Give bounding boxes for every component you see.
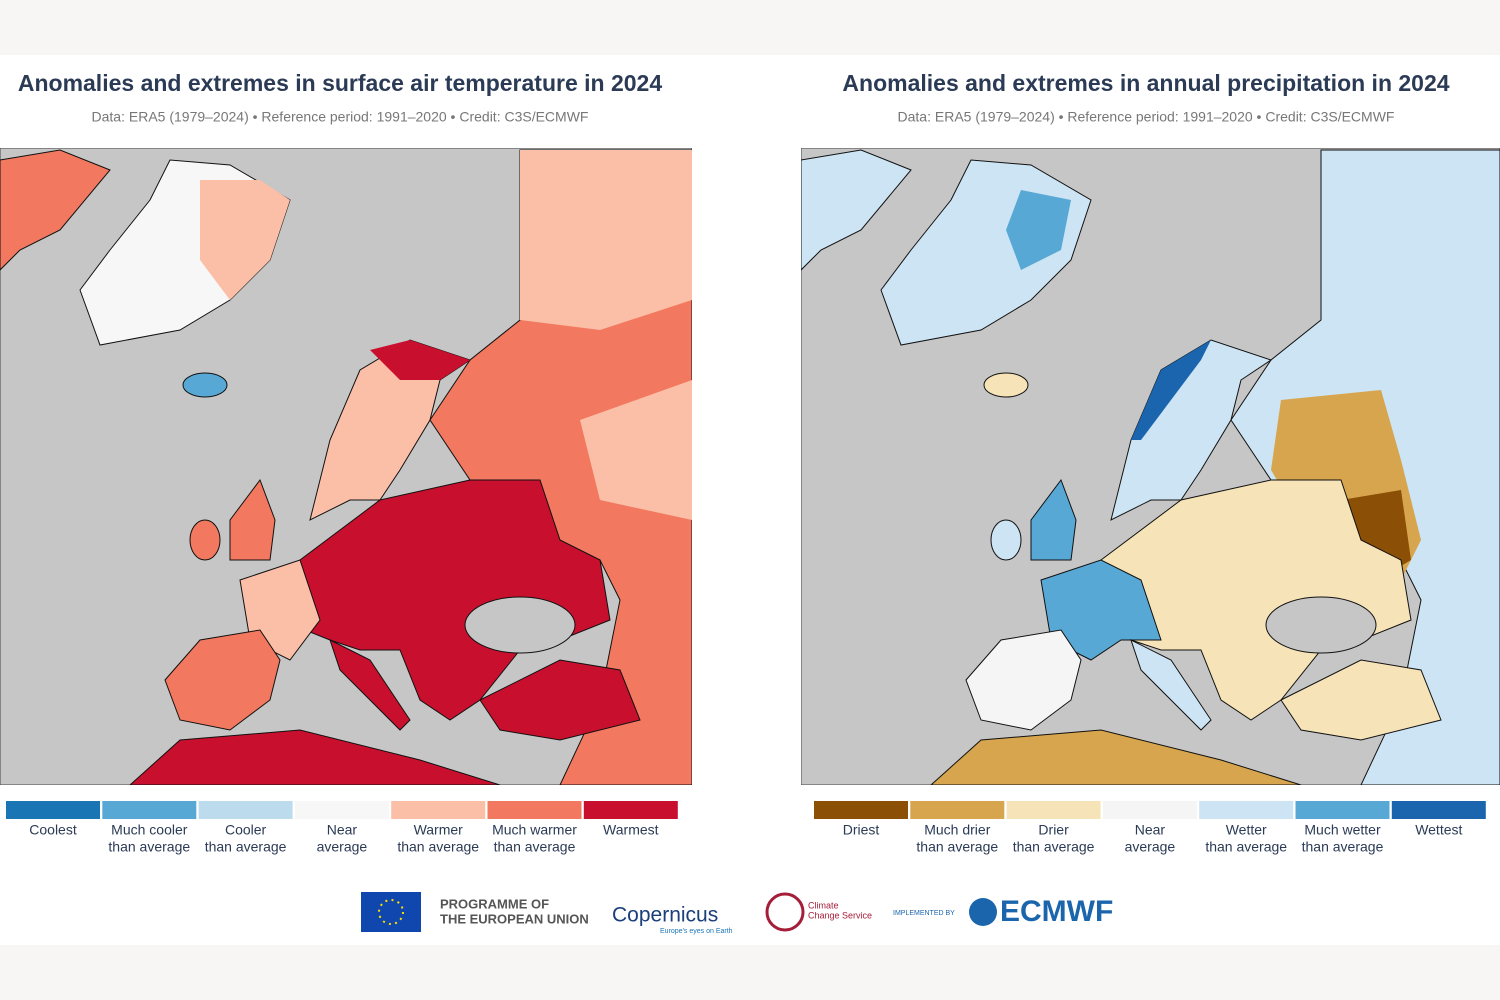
legend-label: average	[1125, 839, 1176, 855]
legend-swatch	[294, 801, 389, 819]
legend-label: Driest	[843, 822, 880, 838]
legend-swatch	[198, 801, 293, 819]
legend-label: than average	[1205, 839, 1287, 855]
legend-label: than average	[397, 839, 479, 855]
legend-label: than average	[916, 839, 998, 855]
legend-swatch	[1391, 801, 1486, 819]
legend-swatch	[1102, 801, 1197, 819]
legend-label: Much drier	[924, 822, 990, 838]
legend-label: than average	[205, 839, 287, 855]
legend-label: Drier	[1038, 822, 1069, 838]
legend-label: Near	[327, 822, 358, 838]
legend-label: Wetter	[1226, 822, 1267, 838]
logos: PROGRAMME OF THE EUROPEAN UNION Copernic…	[361, 892, 1113, 935]
map-subtitle: Data: ERA5 (1979–2024) • Reference perio…	[898, 109, 1395, 125]
legend-swatch	[391, 801, 486, 819]
temperature-map	[0, 148, 692, 785]
legend-swatch	[1199, 801, 1294, 819]
legend-label: Near	[1135, 822, 1166, 838]
legend-swatch	[487, 801, 582, 819]
legend-swatch	[583, 801, 678, 819]
map-title: Anomalies and extremes in annual precipi…	[842, 70, 1449, 96]
c3s-text: Climate	[808, 900, 839, 910]
legend-label: Much warmer	[492, 822, 577, 838]
implemented-text: IMPLEMENTED BY	[893, 910, 955, 917]
eu-stars	[378, 899, 404, 925]
legend-label: Cooler	[225, 822, 267, 838]
legend-label: average	[317, 839, 368, 855]
legend-swatch	[6, 801, 100, 819]
legend-swatch	[1295, 801, 1390, 819]
copernicus-logo: Copernicus	[612, 904, 718, 927]
legend-label: than average	[1302, 839, 1384, 855]
eu-text: THE EUROPEAN UNION	[440, 911, 589, 926]
eu-text: PROGRAMME OF	[440, 896, 549, 911]
legend-label: than average	[108, 839, 190, 855]
legend-label: Much wetter	[1304, 822, 1381, 838]
legend-swatch	[1006, 801, 1101, 819]
precipitation-map	[801, 148, 1500, 785]
legend-label: Warmest	[603, 822, 659, 838]
legend-label: Coolest	[29, 822, 77, 838]
c3s-text: Change Service	[808, 910, 872, 920]
c3s-logo	[765, 892, 805, 932]
legend-swatch	[102, 801, 197, 819]
legend-label: than average	[1013, 839, 1095, 855]
map-subtitle: Data: ERA5 (1979–2024) • Reference perio…	[92, 109, 589, 125]
map-title: Anomalies and extremes in surface air te…	[18, 70, 662, 96]
legend-swatch	[814, 801, 908, 819]
ecmwf-mark	[969, 898, 997, 926]
eu-flag	[361, 892, 421, 932]
legend-label: Much cooler	[111, 822, 188, 838]
legend-label: Wettest	[1415, 822, 1462, 838]
legend-label: Warmer	[414, 822, 464, 838]
legend-label: than average	[494, 839, 576, 855]
copernicus-tagline: Europe's eyes on Earth	[660, 928, 733, 935]
footer-bg	[0, 945, 1500, 1000]
legend-swatch	[910, 801, 1005, 819]
ecmwf-logo: ECMWF	[1000, 895, 1113, 928]
